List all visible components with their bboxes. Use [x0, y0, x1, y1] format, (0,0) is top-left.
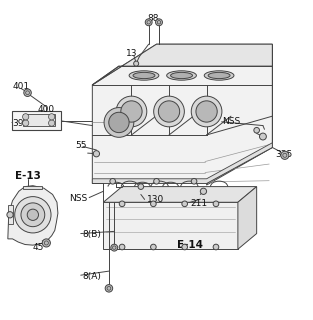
Text: 211: 211: [190, 199, 208, 208]
Circle shape: [151, 244, 156, 250]
Ellipse shape: [133, 72, 155, 79]
Text: 55: 55: [75, 141, 86, 150]
Polygon shape: [103, 187, 257, 202]
Text: E-13: E-13: [15, 171, 40, 181]
Polygon shape: [23, 186, 42, 189]
Circle shape: [151, 201, 156, 207]
Circle shape: [156, 19, 162, 26]
Circle shape: [182, 201, 187, 207]
Polygon shape: [92, 44, 272, 185]
Circle shape: [119, 201, 125, 207]
Circle shape: [23, 114, 29, 120]
Circle shape: [21, 203, 45, 227]
Polygon shape: [103, 202, 238, 249]
Circle shape: [111, 244, 118, 251]
Ellipse shape: [129, 71, 159, 80]
Text: NSS: NSS: [222, 117, 240, 126]
Ellipse shape: [196, 101, 217, 122]
Ellipse shape: [171, 72, 192, 79]
Text: 13: 13: [126, 49, 137, 58]
Ellipse shape: [204, 71, 234, 80]
Ellipse shape: [109, 112, 129, 132]
Circle shape: [281, 151, 289, 159]
Circle shape: [259, 133, 266, 140]
Text: 399: 399: [13, 119, 30, 128]
Ellipse shape: [208, 72, 230, 79]
Ellipse shape: [154, 96, 184, 127]
Polygon shape: [238, 187, 257, 249]
Circle shape: [110, 179, 115, 184]
Circle shape: [154, 179, 159, 184]
Circle shape: [134, 61, 139, 66]
Circle shape: [254, 127, 259, 133]
Circle shape: [49, 120, 55, 126]
Text: 400: 400: [38, 105, 55, 115]
Ellipse shape: [191, 96, 222, 127]
Ellipse shape: [121, 101, 142, 122]
Text: 130: 130: [146, 195, 164, 204]
Circle shape: [93, 151, 100, 157]
Circle shape: [49, 114, 55, 120]
Polygon shape: [92, 44, 272, 85]
Polygon shape: [12, 110, 61, 130]
Text: 401: 401: [13, 82, 30, 91]
Text: 45: 45: [33, 243, 44, 252]
Polygon shape: [92, 143, 272, 183]
Circle shape: [138, 184, 144, 189]
Text: 8(A): 8(A): [82, 272, 101, 281]
Circle shape: [105, 284, 113, 292]
Polygon shape: [23, 114, 55, 126]
Ellipse shape: [167, 71, 197, 80]
Circle shape: [213, 244, 219, 250]
Circle shape: [182, 244, 187, 250]
Text: 8(B): 8(B): [82, 230, 101, 239]
Polygon shape: [8, 205, 13, 224]
Circle shape: [145, 19, 152, 26]
Text: 335: 335: [275, 150, 293, 159]
Text: 88: 88: [148, 14, 159, 23]
Text: E-14: E-14: [177, 240, 203, 250]
Ellipse shape: [116, 96, 147, 127]
Circle shape: [213, 201, 219, 207]
Ellipse shape: [104, 108, 134, 137]
Circle shape: [42, 239, 50, 247]
Ellipse shape: [158, 101, 180, 122]
Circle shape: [27, 209, 38, 220]
Circle shape: [119, 244, 125, 250]
Circle shape: [23, 120, 29, 126]
Circle shape: [24, 89, 31, 96]
Circle shape: [7, 212, 13, 218]
Polygon shape: [8, 186, 58, 245]
Text: NSS: NSS: [69, 194, 87, 203]
Circle shape: [191, 179, 197, 184]
Circle shape: [200, 188, 207, 195]
Circle shape: [15, 196, 51, 233]
